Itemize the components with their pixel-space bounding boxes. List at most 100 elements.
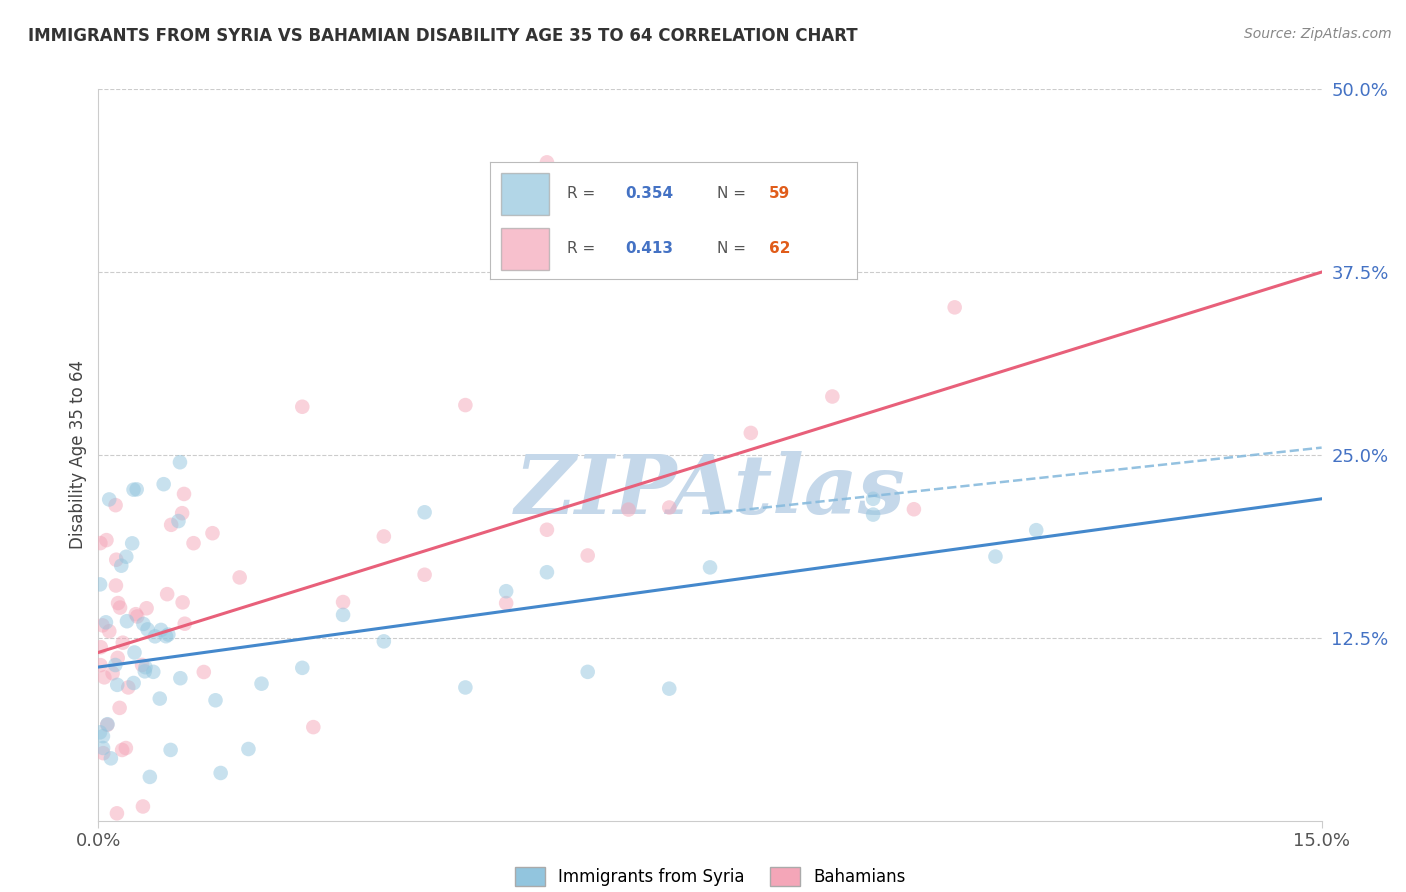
Point	[454, 681, 477, 695]
Point	[413, 567, 436, 582]
Point	[169, 455, 191, 469]
Point	[111, 636, 134, 650]
Point	[127, 609, 149, 624]
Point	[142, 665, 165, 679]
Point	[302, 720, 325, 734]
Point	[169, 671, 191, 685]
Point	[173, 616, 195, 631]
Point	[91, 741, 114, 756]
Point	[122, 676, 145, 690]
Text: Source: ZipAtlas.com: Source: ZipAtlas.com	[1244, 27, 1392, 41]
Text: ZIPAtlas: ZIPAtlas	[515, 451, 905, 532]
Point	[108, 600, 131, 615]
Point	[108, 701, 131, 715]
Point	[107, 651, 129, 665]
Point	[495, 596, 517, 610]
Point	[943, 301, 966, 315]
Point	[115, 741, 138, 756]
Point	[172, 506, 194, 520]
Point	[110, 558, 132, 573]
Point	[172, 595, 194, 609]
Point	[495, 584, 517, 599]
Point	[658, 500, 681, 515]
Point	[250, 676, 273, 690]
Point	[98, 624, 121, 639]
Point	[167, 514, 190, 528]
Point	[157, 627, 180, 641]
Point	[617, 502, 640, 516]
Point	[454, 398, 477, 412]
Point	[576, 258, 599, 272]
Point	[125, 483, 148, 497]
Point	[183, 536, 205, 550]
Point	[91, 746, 114, 760]
Point	[89, 577, 111, 591]
Point	[658, 681, 681, 696]
Point	[159, 743, 181, 757]
Point	[903, 502, 925, 516]
Point	[90, 640, 112, 655]
Point	[89, 725, 111, 739]
Point	[201, 526, 224, 541]
Point	[105, 806, 128, 821]
Point	[93, 670, 115, 684]
Point	[96, 533, 118, 548]
Point	[332, 595, 354, 609]
Point	[576, 665, 599, 679]
Point	[96, 718, 118, 732]
Point	[209, 766, 232, 780]
Point	[740, 425, 762, 440]
Point	[134, 665, 156, 679]
Point	[204, 693, 226, 707]
Point	[152, 477, 174, 491]
Point	[143, 629, 166, 643]
Point	[228, 570, 250, 584]
Point	[699, 560, 721, 574]
Legend: Immigrants from Syria, Bahamians: Immigrants from Syria, Bahamians	[508, 860, 912, 892]
Point	[862, 508, 884, 522]
Point	[1025, 523, 1047, 537]
Point	[132, 617, 155, 632]
Point	[373, 634, 395, 648]
Point	[536, 523, 558, 537]
Point	[536, 155, 558, 169]
Point	[139, 770, 162, 784]
Point	[115, 614, 138, 628]
Point	[821, 390, 844, 404]
Point	[150, 623, 173, 637]
Point	[105, 678, 128, 692]
Point	[136, 623, 159, 637]
Point	[131, 657, 153, 672]
Point	[107, 596, 129, 610]
Point	[121, 536, 143, 550]
Point	[332, 607, 354, 622]
Point	[193, 665, 215, 679]
Point	[155, 629, 177, 643]
Point	[132, 799, 155, 814]
Point	[89, 536, 111, 550]
Point	[536, 566, 558, 580]
Point	[104, 578, 127, 592]
Point	[100, 751, 122, 765]
Point	[291, 661, 314, 675]
Point	[862, 491, 884, 506]
Point	[122, 483, 145, 497]
Point	[238, 742, 260, 756]
Point	[576, 549, 599, 563]
Point	[104, 498, 127, 512]
Point	[173, 487, 195, 501]
Point	[104, 658, 127, 673]
Point	[91, 618, 114, 632]
Point	[115, 549, 138, 564]
Point	[984, 549, 1007, 564]
Point	[89, 658, 111, 673]
Point	[134, 660, 156, 674]
Point	[94, 615, 117, 630]
Point	[149, 691, 172, 706]
Point	[111, 743, 134, 757]
Text: IMMIGRANTS FROM SYRIA VS BAHAMIAN DISABILITY AGE 35 TO 64 CORRELATION CHART: IMMIGRANTS FROM SYRIA VS BAHAMIAN DISABI…	[28, 27, 858, 45]
Point	[124, 645, 146, 659]
Point	[98, 492, 121, 507]
Y-axis label: Disability Age 35 to 64: Disability Age 35 to 64	[69, 360, 87, 549]
Point	[96, 717, 118, 731]
